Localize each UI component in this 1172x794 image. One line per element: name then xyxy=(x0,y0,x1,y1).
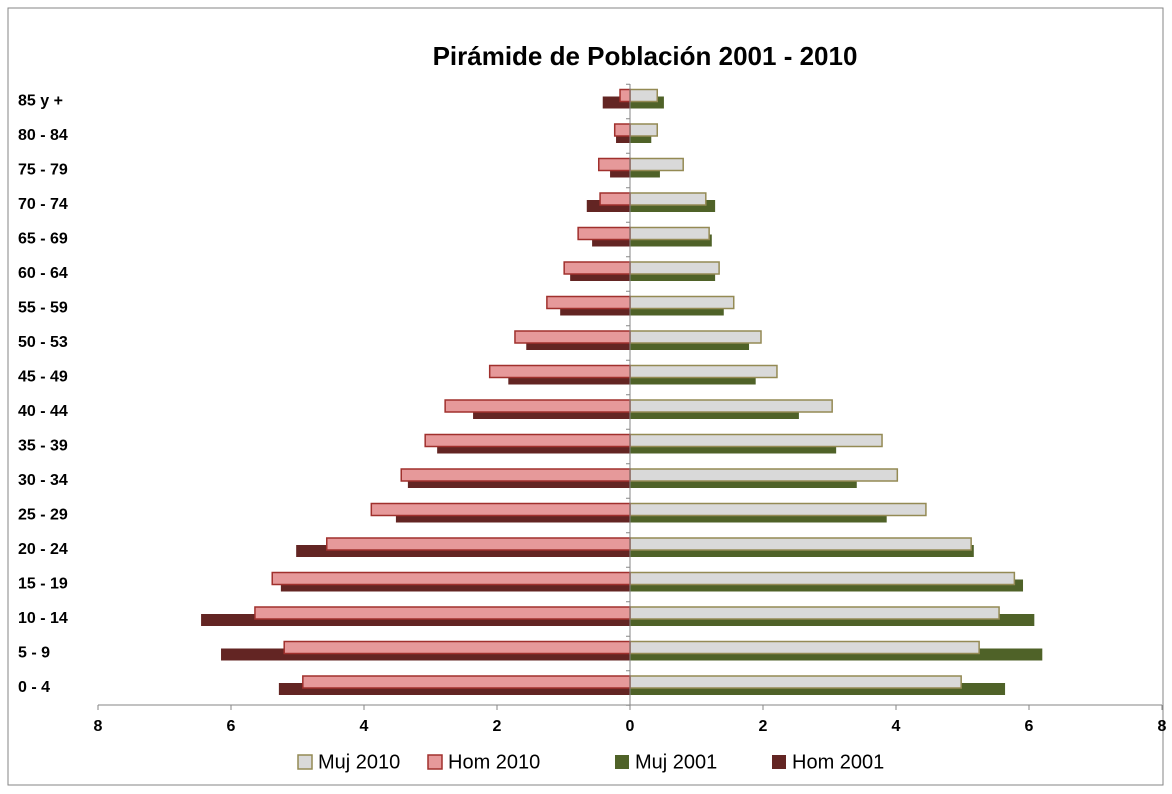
bar xyxy=(488,364,631,379)
y-tick-label: 75 - 79 xyxy=(18,162,68,179)
chart-border xyxy=(7,7,1164,786)
bar xyxy=(597,157,631,172)
bar xyxy=(613,123,631,137)
bar xyxy=(444,399,631,413)
bar xyxy=(629,226,710,241)
bar xyxy=(563,261,631,275)
bar xyxy=(400,468,631,482)
x-tick-label: 6 xyxy=(1025,718,1034,735)
y-tick-label: 55 - 59 xyxy=(18,300,68,317)
bar xyxy=(629,675,962,689)
bar xyxy=(629,330,762,344)
y-tick-label: 60 - 64 xyxy=(18,265,68,282)
y-tick-label: 20 - 24 xyxy=(18,541,68,558)
y-tick-label: 10 - 14 xyxy=(18,610,68,627)
y-tick-label: 25 - 29 xyxy=(18,507,68,524)
legend-label: Muj 2010 xyxy=(318,751,400,773)
chart-title: Pirámide de Población 2001 - 2010 xyxy=(433,41,858,71)
x-tick-label: 2 xyxy=(493,718,502,735)
bar xyxy=(629,261,720,275)
legend-label: Muj 2001 xyxy=(635,751,717,773)
bar xyxy=(629,399,833,413)
legend-swatch xyxy=(297,754,313,770)
bar xyxy=(629,364,778,379)
y-tick-label: 0 - 4 xyxy=(18,679,50,696)
legend-swatch xyxy=(427,754,443,770)
bar xyxy=(577,226,631,241)
bar xyxy=(629,192,707,206)
bar xyxy=(629,157,684,172)
bar xyxy=(370,502,631,517)
bar xyxy=(629,433,883,448)
bar xyxy=(254,606,631,620)
y-tick-label: 50 - 53 xyxy=(18,334,68,351)
bar xyxy=(326,537,631,551)
bar xyxy=(546,295,631,310)
x-tick-label: 2 xyxy=(759,718,768,735)
bar xyxy=(271,571,631,586)
bar xyxy=(599,192,631,206)
y-tick-label: 70 - 74 xyxy=(18,196,68,213)
y-tick-label: 30 - 34 xyxy=(18,472,68,489)
bar xyxy=(629,640,980,655)
bar xyxy=(302,675,631,689)
y-tick-label: 80 - 84 xyxy=(18,127,68,144)
x-tick-label: 6 xyxy=(227,718,236,735)
y-tick-label: 45 - 49 xyxy=(18,369,68,386)
bar xyxy=(629,123,659,137)
bar xyxy=(629,537,972,551)
x-tick-label: 8 xyxy=(94,718,103,735)
legend-label: Hom 2001 xyxy=(792,751,884,773)
bar xyxy=(629,606,1000,620)
bar xyxy=(629,295,735,310)
x-tick-label: 0 xyxy=(626,718,635,735)
y-tick-label: 5 - 9 xyxy=(18,645,50,662)
x-tick-label: 4 xyxy=(892,718,901,735)
bar xyxy=(424,433,631,448)
y-tick-label: 40 - 44 xyxy=(18,403,68,420)
y-tick-label: 65 - 69 xyxy=(18,231,68,248)
bar xyxy=(629,502,927,517)
bar xyxy=(283,640,631,655)
y-tick-label: 85 y + xyxy=(18,93,63,110)
legend-label: Hom 2010 xyxy=(448,751,540,773)
legend-swatch xyxy=(772,755,786,769)
bar xyxy=(629,468,899,482)
y-tick-label: 35 - 39 xyxy=(18,438,68,455)
bar xyxy=(629,88,659,103)
x-tick-label: 4 xyxy=(360,718,369,735)
y-tick-label: 15 - 19 xyxy=(18,576,68,593)
legend-swatch xyxy=(615,755,629,769)
bar xyxy=(629,571,1016,586)
x-tick-label: 8 xyxy=(1158,718,1167,735)
bar xyxy=(514,330,631,344)
bar xyxy=(619,88,631,103)
